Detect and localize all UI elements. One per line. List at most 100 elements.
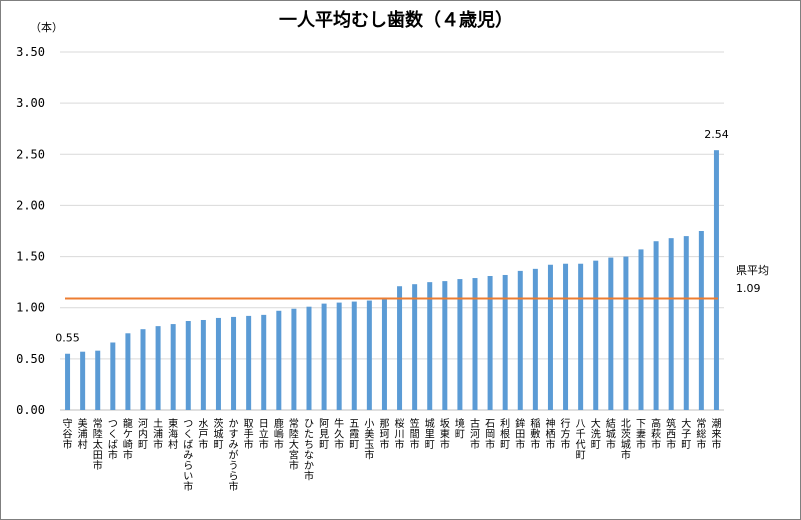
- gridlines: [60, 51, 724, 411]
- bar: [517, 270, 523, 410]
- bar: [215, 317, 221, 410]
- bar: [155, 326, 161, 410]
- bar: [593, 260, 599, 410]
- bar: [261, 314, 267, 410]
- bar: [80, 351, 86, 410]
- x-tick-label: 神栖市: [545, 417, 555, 451]
- bar: [200, 319, 206, 410]
- y-tick-label: 1.00: [16, 301, 45, 315]
- bar: [578, 263, 584, 410]
- x-tick-label: ひたちなか市: [304, 419, 314, 483]
- bar: [668, 238, 674, 410]
- bar: [321, 303, 327, 410]
- x-tick-label: 鹿嶋市: [274, 417, 284, 451]
- x-tick-label: 境町: [455, 417, 465, 441]
- bar: [381, 297, 387, 410]
- x-tick-label: 坂東市: [440, 418, 450, 451]
- x-tick-label: 常陸太田市: [93, 417, 103, 472]
- y-axis-ticks: 0.00 0.50 1.00 1.50 2.00 2.50 3.00 3.50: [16, 45, 45, 417]
- bar: [125, 333, 131, 410]
- x-tick-label: 大洗町: [591, 417, 601, 451]
- bar: [502, 274, 508, 410]
- x-tick-label: 笠間市: [410, 417, 420, 451]
- bar: [608, 257, 614, 410]
- bar: [110, 342, 116, 410]
- bar: [336, 302, 342, 410]
- y-tick-label: 1.50: [16, 250, 45, 264]
- reference-line-value: 1.09: [736, 282, 761, 295]
- bar: [638, 249, 644, 410]
- y-tick-label: 0.50: [16, 352, 45, 366]
- bar: [563, 263, 569, 410]
- data-label: 0.55: [55, 332, 80, 345]
- bar: [532, 268, 538, 410]
- x-tick-label: 潮来市: [711, 417, 721, 451]
- x-tick-label: 北茨城市: [621, 418, 631, 462]
- x-tick-label: 桜川市: [395, 417, 405, 451]
- x-tick-label: 那珂市: [379, 418, 389, 451]
- x-tick-label: 阿見町: [319, 418, 329, 451]
- x-tick-label: 高萩市: [651, 417, 661, 451]
- x-tick-label: 土浦市: [153, 417, 163, 451]
- x-tick-label: 下妻市: [636, 419, 646, 451]
- x-tick-label: 美浦村: [78, 417, 88, 451]
- x-tick-label: 稲敷市: [530, 418, 540, 451]
- x-tick-label: 城里町: [425, 418, 435, 451]
- reference-line-label: 県平均: [736, 264, 769, 277]
- x-tick-label: 取手市: [244, 418, 254, 451]
- x-tick-label: 牛久市: [334, 417, 344, 451]
- y-tick-label: 2.50: [16, 147, 45, 161]
- bar: [306, 306, 312, 410]
- data-label: 2.54: [704, 128, 729, 141]
- x-tick-label: つくば市: [108, 419, 118, 462]
- bar: [366, 300, 372, 410]
- bar: [683, 236, 689, 410]
- bar: [442, 281, 448, 410]
- x-tick-label: かすみがうら市: [229, 418, 239, 493]
- y-tick-label: 3.50: [16, 45, 45, 59]
- chart-title: 一人平均むし歯数（４歳児）: [279, 9, 513, 31]
- x-tick-label: 八千代町: [576, 419, 586, 462]
- bar: [170, 324, 176, 410]
- bar: [231, 316, 237, 410]
- x-tick-label: 鉾田市: [515, 417, 525, 451]
- x-tick-label: 常陸大宮市: [289, 417, 299, 472]
- bars: [65, 150, 719, 410]
- x-tick-label: 筑西市: [666, 417, 676, 451]
- bar: [457, 279, 463, 410]
- x-tick-label: 結城市: [606, 417, 616, 451]
- bar: [140, 329, 146, 410]
- bar: [276, 310, 282, 410]
- y-tick-label: 2.00: [16, 198, 45, 212]
- bar: [291, 308, 297, 410]
- x-tick-label: 行方市: [561, 417, 571, 451]
- bar: [95, 350, 101, 410]
- x-tick-label: 龍ケ崎市: [123, 417, 133, 462]
- x-tick-label: 五霞町: [349, 419, 359, 451]
- bar: [427, 282, 433, 410]
- x-tick-label: 利根町: [500, 418, 510, 451]
- y-axis-unit: （本）: [30, 20, 63, 34]
- x-tick-label: 守谷市: [63, 417, 73, 451]
- bar: [397, 286, 403, 410]
- x-tick-label: 石岡市: [485, 419, 495, 451]
- bar: [246, 315, 252, 410]
- x-tick-label: 常総市: [696, 417, 706, 451]
- bar: [472, 278, 478, 410]
- x-axis-categories: 守谷市美浦村常陸太田市つくば市龍ケ崎市河内町土浦市東海村つくばみらい市水戸市茨城…: [63, 417, 722, 493]
- x-tick-label: 東海村: [168, 417, 178, 451]
- x-tick-label: 茨城町: [213, 417, 223, 451]
- bar: [698, 231, 704, 410]
- bar: [713, 150, 719, 410]
- x-tick-label: 小美玉市: [364, 418, 374, 462]
- x-tick-label: 古河市: [470, 417, 480, 451]
- bar: [547, 264, 553, 410]
- reference-line-group: 県平均 1.09: [65, 264, 769, 300]
- bar: [185, 321, 191, 410]
- x-tick-label: 日立市: [259, 419, 269, 451]
- bar: [65, 353, 71, 410]
- y-tick-label: 0.00: [16, 403, 45, 417]
- bar: [351, 301, 357, 410]
